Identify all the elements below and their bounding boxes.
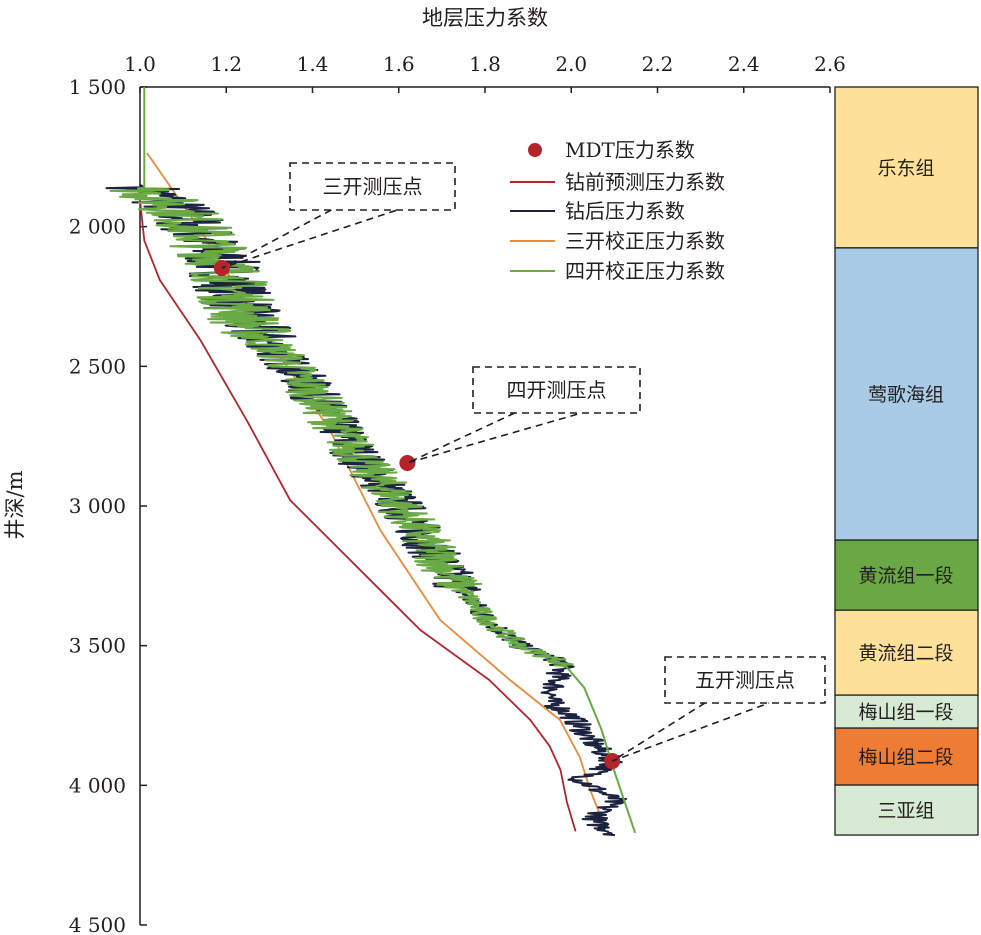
formation-block [834, 247, 979, 541]
y-tick-label: 4 500 [69, 913, 126, 935]
legend-label: 三开校正压力系数 [565, 229, 725, 253]
x-tick-label: 2.6 [814, 52, 846, 76]
callout-leader [407, 412, 582, 464]
callout-box [664, 656, 826, 704]
callout-box [289, 162, 456, 211]
series-line-2 [105, 183, 628, 837]
y-tick-label: 3 500 [69, 634, 126, 658]
x-tick-label: 1.2 [210, 52, 242, 76]
formation-label: 乐东组 [877, 157, 934, 179]
x-tick-label: 1.6 [383, 52, 415, 76]
formation-block [834, 539, 979, 611]
y-tick-label: 2 500 [69, 354, 126, 378]
formation-block [834, 784, 979, 836]
formation-block [834, 727, 979, 786]
y-tick-label: 2 000 [69, 215, 126, 239]
legend-label: 钻后压力系数 [565, 199, 685, 223]
legend-label: 四开校正压力系数 [565, 259, 725, 283]
formation-label: 梅山组一段 [858, 702, 953, 724]
y-tick-label: 4 000 [69, 773, 126, 797]
legend-label: 钻前预测压力系数 [565, 170, 725, 194]
y-axis-title: 井深/m [3, 470, 27, 539]
formation-label: 黄流组一段 [858, 565, 953, 587]
callout-leader [611, 702, 770, 762]
x-axis-title: 地层压力系数 [422, 6, 548, 30]
formation-label: 梅山组二段 [858, 747, 953, 769]
formation-label: 三亚组 [877, 800, 934, 822]
x-tick-label: 2.0 [555, 52, 587, 76]
legend-label: MDT压力系数 [565, 138, 695, 162]
legend-marker [528, 143, 542, 157]
series-line-4 [109, 86, 637, 834]
callout-box [472, 366, 641, 414]
callout-label: 五开测压点 [695, 668, 795, 692]
callout-leader [221, 209, 398, 269]
formation-label: 莺歌海组 [868, 384, 944, 406]
callout-label: 三开测压点 [323, 175, 423, 199]
mdt-point [399, 454, 416, 471]
x-tick-label: 2.2 [642, 52, 674, 76]
formation-label: 黄流组二段 [858, 643, 953, 665]
x-tick-label: 2.4 [728, 52, 760, 76]
x-tick-label: 1.0 [124, 52, 156, 76]
y-tick-label: 3 000 [69, 494, 126, 518]
x-tick-label: 1.4 [297, 52, 329, 76]
formation-block [834, 86, 979, 249]
series-line-1 [139, 200, 577, 832]
x-tick-label: 1.8 [469, 52, 501, 76]
formation-block [834, 609, 979, 696]
callout-label: 四开测压点 [507, 378, 607, 402]
formation-block [834, 694, 979, 729]
y-tick-label: 1 500 [69, 75, 126, 99]
